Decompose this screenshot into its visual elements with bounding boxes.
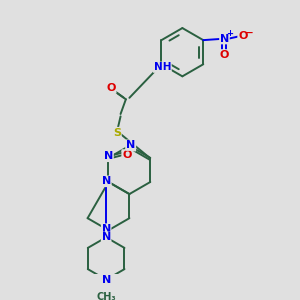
Text: +: + (226, 29, 233, 38)
Text: O: O (106, 83, 116, 93)
Text: N: N (104, 152, 113, 161)
Text: NH: NH (154, 62, 171, 72)
Text: N: N (101, 224, 111, 234)
Text: N: N (126, 140, 135, 150)
Text: N: N (126, 141, 136, 151)
Text: O: O (220, 50, 229, 60)
Text: N: N (101, 275, 111, 285)
Text: N: N (220, 34, 229, 44)
Text: S: S (113, 128, 121, 137)
Text: CH₃: CH₃ (96, 292, 116, 300)
Text: N: N (101, 232, 111, 242)
Text: N: N (101, 176, 111, 186)
Text: N: N (101, 176, 111, 186)
Text: −: − (245, 28, 254, 38)
Text: O: O (122, 150, 131, 160)
Text: O: O (238, 31, 247, 41)
